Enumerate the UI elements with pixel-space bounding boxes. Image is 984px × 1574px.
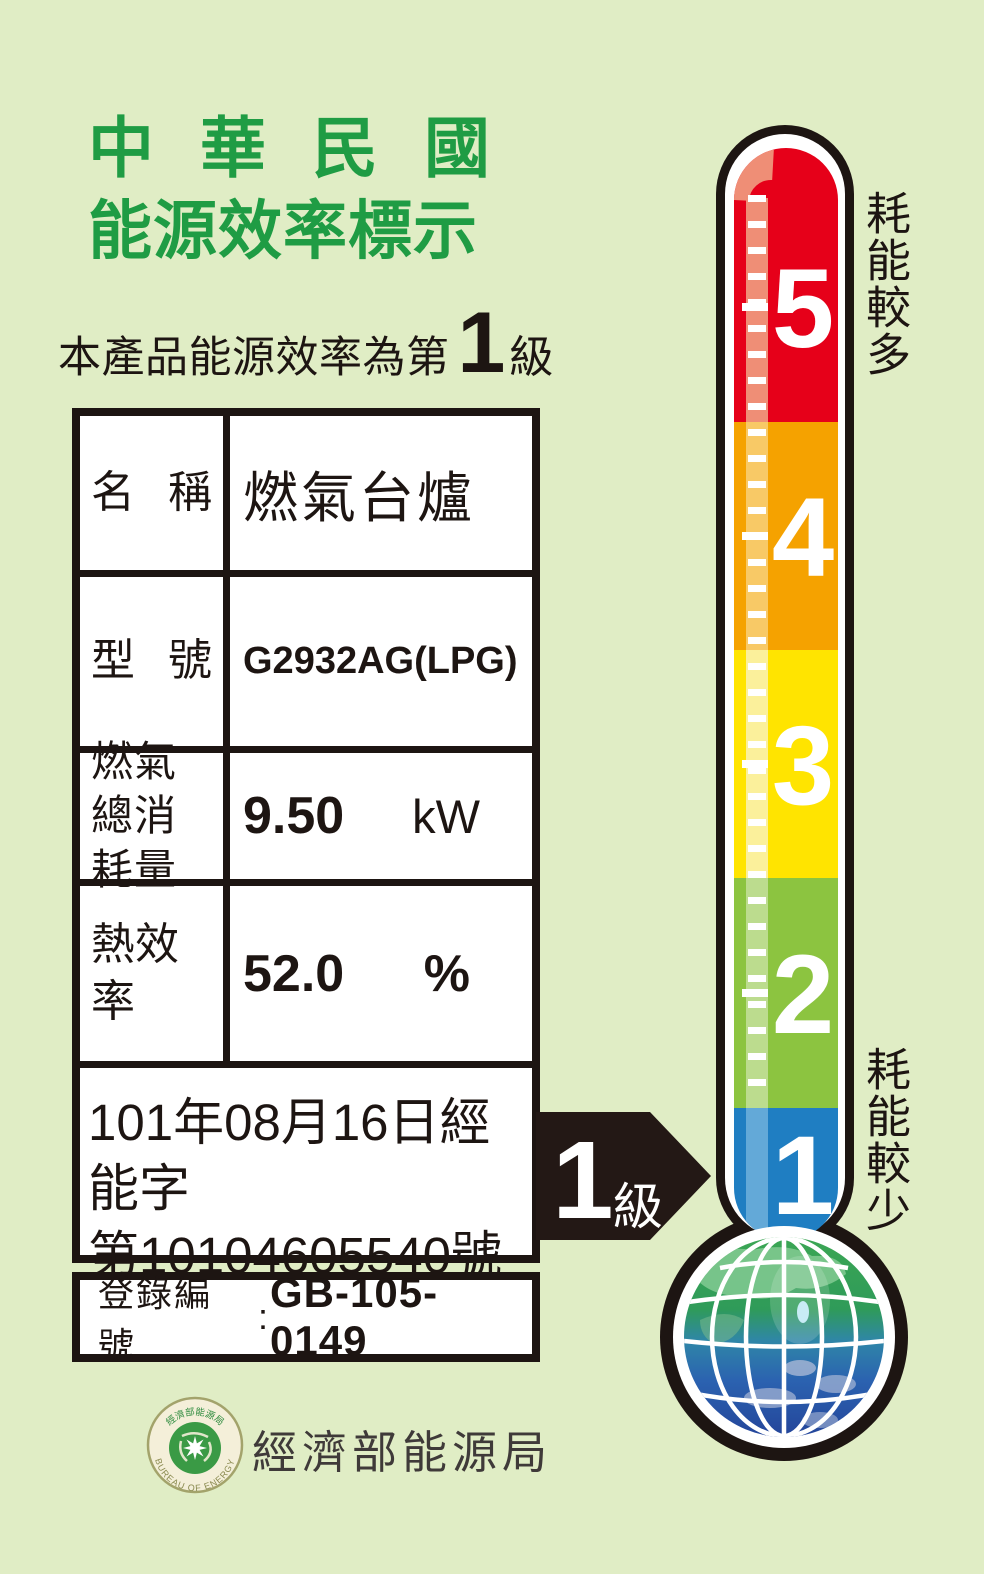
statement-prefix: 本產品能源效率為第 — [58, 334, 450, 382]
scale-bottom-label: 耗能較少 — [859, 1046, 910, 1234]
segment-3-yellow — [734, 650, 838, 878]
table-row-efficiency: 熱效率 52.0 % — [80, 886, 532, 1068]
model-label-cell: 型 號 — [80, 577, 230, 746]
efficiency-value-cell: 52.0 % — [230, 886, 532, 1061]
page-title-line1: 中華民國 — [88, 111, 536, 185]
scale-number-3: 3 — [772, 703, 834, 828]
registration-label: 登錄編號 — [98, 1273, 213, 1366]
table-row-model: 型 號 G2932AG(LPG) — [80, 577, 532, 753]
name-label: 名 稱 — [91, 467, 212, 517]
agency-name: 經濟部能源局 — [252, 1427, 553, 1478]
name-value-cell: 燃氣台爐 — [230, 416, 532, 570]
table-row-name: 名 稱 燃氣台爐 — [80, 416, 532, 577]
scale-number-1: 1 — [772, 1113, 834, 1238]
scale-number-2: 2 — [772, 932, 834, 1057]
arrow-grade-unit: 級 — [613, 1179, 663, 1235]
efficiency-label-cell: 熱效率 — [80, 886, 230, 1061]
efficiency-statement: 本產品能源效率為第 1 級 — [58, 300, 553, 386]
page-title-line2: 能源效率標示 — [88, 195, 478, 267]
statement-grade-unit: 級 — [509, 333, 554, 382]
globe-icon — [673, 1226, 895, 1448]
consumption-value-cell: 9.50 kW — [230, 753, 532, 879]
model-value-cell: G2932AG(LPG) — [230, 577, 532, 746]
segment-1-blue — [734, 1108, 838, 1240]
statement-grade-number: 1 — [457, 295, 506, 391]
segment-5-red — [734, 148, 838, 422]
consumption-label: 燃氣總消耗量 — [91, 738, 178, 893]
efficiency-value: 52.0 — [243, 944, 345, 1003]
efficiency-label: 熱效率 — [91, 920, 179, 1026]
consumption-value: 9.50 — [243, 787, 345, 845]
segment-2-green — [734, 878, 838, 1108]
scale-number-4: 4 — [772, 475, 834, 600]
arrow-grade-number: 1 — [552, 1119, 613, 1242]
registration-box: 登錄編號 : GB-105-0149 — [72, 1269, 540, 1366]
consumption-label-cell: 燃氣總消耗量 — [80, 738, 230, 893]
bureau-of-energy-logo: 經濟部能源局 BUREAU OF ENERGY — [146, 1396, 244, 1494]
thermometer-tube: 5 4 3 2 1 — [716, 125, 854, 1247]
name-value: 燃氣台爐 — [243, 467, 476, 529]
model-label: 型 號 — [91, 636, 212, 686]
announcement-line1: 101年08月16日經能字 — [88, 1094, 491, 1218]
registration-number: GB-105-0149 — [270, 1269, 439, 1364]
model-value: G2932AG(LPG) — [243, 640, 518, 682]
table-row-consumption: 燃氣總消耗量 9.50 kW — [80, 738, 532, 893]
registration-colon: : — [258, 1296, 269, 1337]
grade-arrow: 1 級 — [536, 1112, 711, 1242]
consumption-unit: kW — [412, 789, 480, 843]
announcement-row: 101年08月16日經能字 第10104605540號公告 — [80, 1068, 532, 1350]
globe-outer-ring — [660, 1213, 908, 1461]
name-label-cell: 名 稱 — [80, 416, 230, 570]
efficiency-unit: % — [423, 944, 470, 1003]
scale-number-5: 5 — [772, 246, 834, 371]
spec-table: 名 稱 燃氣台爐 型 號 G2932AG(LPG) 燃氣總消耗量 9.50 kW… — [72, 408, 540, 1350]
segment-4-orange — [734, 422, 838, 650]
scale-top-label: 耗能較多 — [859, 190, 910, 378]
